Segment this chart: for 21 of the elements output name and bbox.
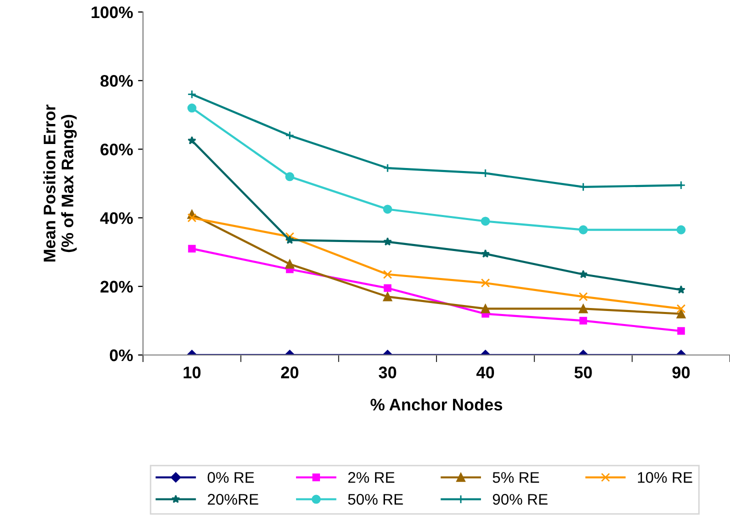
y-tick-label: 80%	[100, 75, 133, 87]
x-tick-label: 40	[476, 366, 494, 378]
y-tick-label: 0%	[110, 349, 133, 362]
legend-label: 90% RE	[492, 494, 548, 505]
y-tick-label: 40%	[100, 212, 133, 224]
legend-label: 20%RE	[208, 494, 258, 505]
x-tick-label: 20	[281, 366, 298, 378]
y-axis-title: Mean Position Error (% of Max Range)	[43, 104, 77, 262]
legend-label: 10% RE	[638, 472, 692, 483]
legend-label: 5% RE	[492, 472, 540, 483]
y-tick-label: 100%	[92, 6, 133, 18]
x-tick-label: 30	[378, 366, 396, 378]
x-tick-label: 90	[672, 366, 690, 378]
x-tick-label: 10	[184, 366, 201, 378]
y-tick-label: 60%	[100, 144, 133, 156]
legend-label: 0% RE	[208, 472, 254, 483]
y-tick-label: 20%	[100, 280, 133, 293]
x-tick-label: 50	[574, 366, 592, 378]
legend-label: 2% RE	[348, 472, 394, 483]
x-axis-title: % Anchor Nodes	[370, 398, 502, 411]
legend-label: 50% RE	[348, 494, 403, 505]
